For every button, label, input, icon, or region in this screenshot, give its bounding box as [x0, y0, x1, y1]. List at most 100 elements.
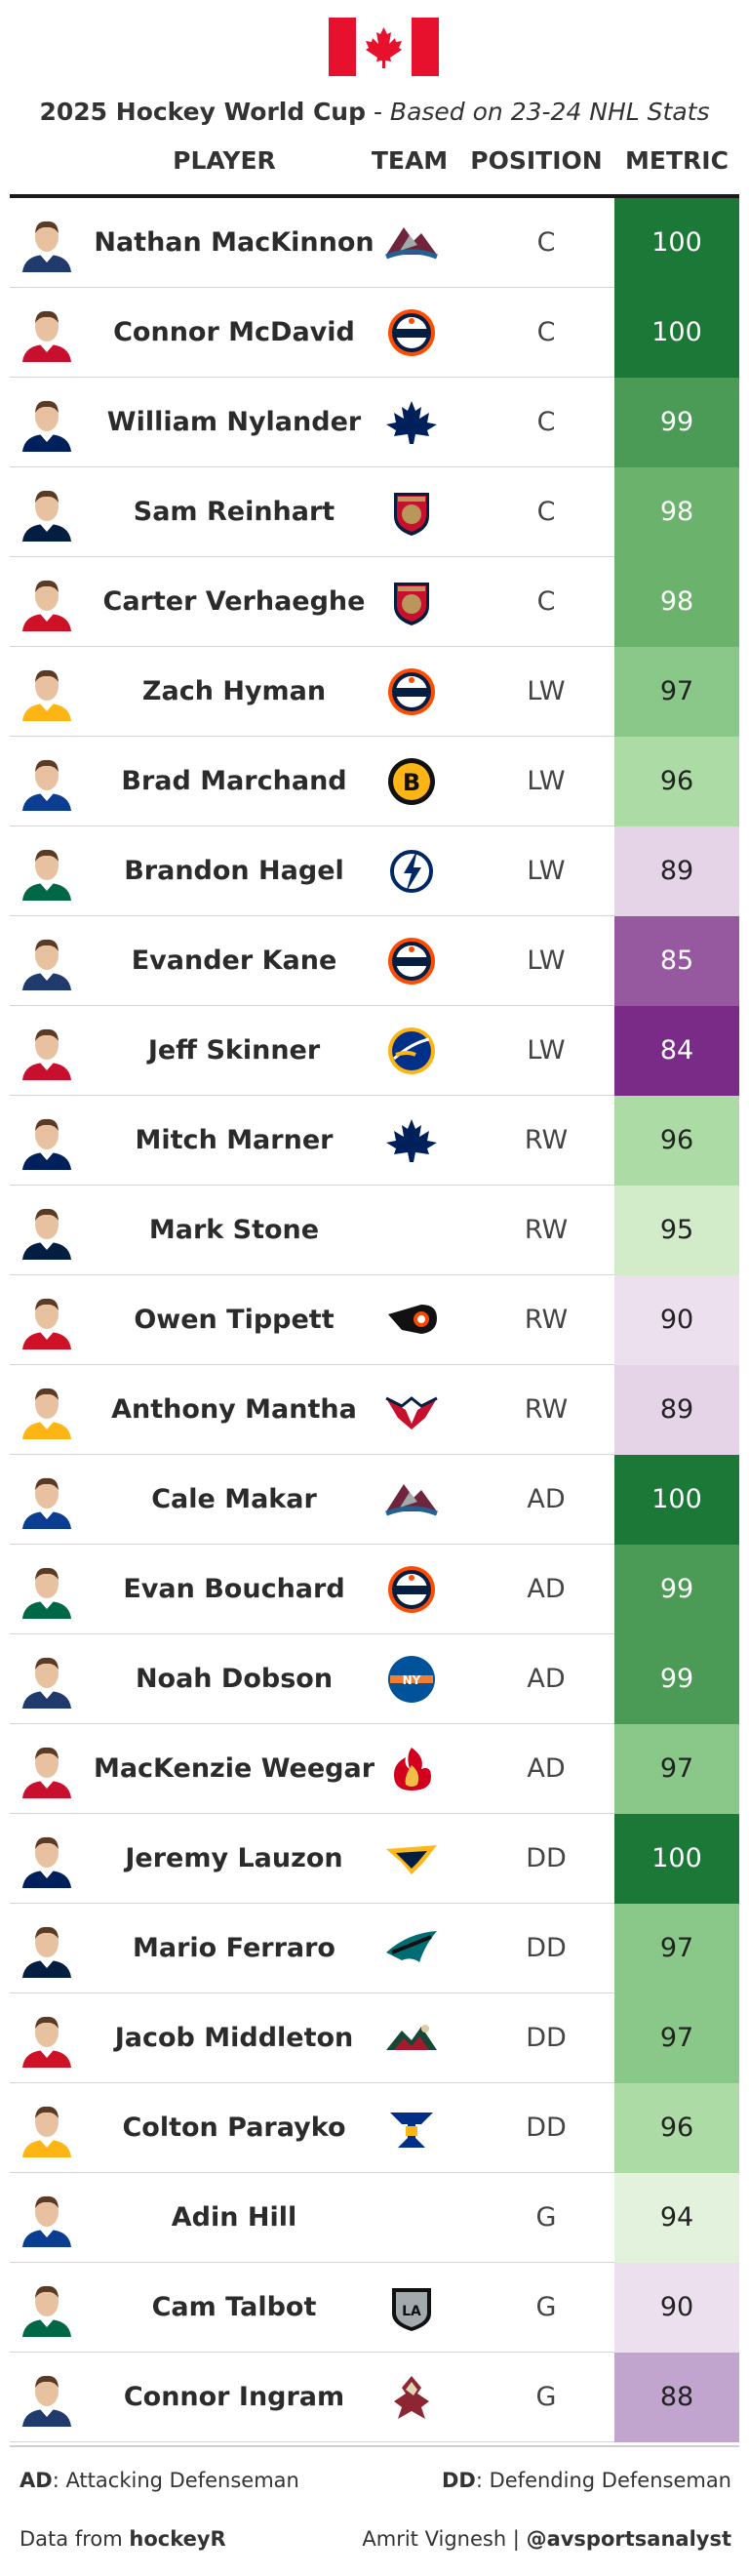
- team-logo-icon: [382, 218, 441, 268]
- player-name: Mario Ferraro: [133, 1933, 335, 1963]
- title-main: 2025 Hockey World Cup: [39, 98, 366, 126]
- source-name: hockeyR: [129, 2527, 226, 2551]
- legend-dd-abbr: DD: [441, 2469, 476, 2492]
- metric-cell: 98: [614, 557, 739, 647]
- team-logo-icon: NY: [382, 1654, 441, 1705]
- player-position: AD: [527, 1574, 566, 1604]
- team-logo-icon: [382, 1474, 441, 1525]
- player-name: Jacob Middleton: [114, 2023, 354, 2053]
- player-headshot-icon: [19, 305, 75, 362]
- player-row: Jacob Middleton DD 97: [10, 1993, 739, 2083]
- team-logo-icon: [382, 1115, 441, 1166]
- metric-cell: 97: [614, 1993, 739, 2083]
- player-row: Mitch Marner RW 96: [10, 1096, 739, 1186]
- metric-cell: 96: [614, 737, 739, 826]
- player-name: Jeremy Lauzon: [125, 1843, 343, 1873]
- metric-cell: 100: [614, 288, 739, 378]
- player-headshot-icon: [19, 1742, 75, 1798]
- canada-flag-icon: [329, 18, 439, 76]
- chart-title: 2025 Hockey World Cup - Based on 23-24 N…: [0, 98, 749, 126]
- player-position: G: [535, 2292, 557, 2322]
- svg-text:LA: LA: [402, 2304, 421, 2319]
- team-logo-icon: [382, 307, 441, 358]
- metric-cell: 99: [614, 1545, 739, 1634]
- player-headshot-icon: [19, 1921, 75, 1978]
- player-row: Connor Ingram G 88: [10, 2353, 739, 2442]
- player-position: RW: [524, 1125, 569, 1155]
- player-headshot-icon: [19, 1113, 75, 1170]
- player-position: G: [535, 2202, 557, 2233]
- player-name: Nathan MacKinnon: [94, 227, 374, 258]
- header-position: POSITION: [470, 146, 603, 175]
- player-name: Evander Kane: [131, 946, 337, 976]
- player-position: RW: [524, 1394, 569, 1425]
- player-headshot-icon: [19, 575, 75, 631]
- player-position: C: [536, 497, 556, 527]
- player-headshot-icon: [19, 2191, 75, 2247]
- player-headshot-icon: [19, 2011, 75, 2068]
- player-position: AD: [527, 1753, 566, 1784]
- player-name: Brandon Hagel: [124, 856, 344, 886]
- player-position: DD: [526, 1843, 567, 1873]
- team-logo-icon: B: [382, 756, 441, 807]
- player-row: William Nylander C 99: [10, 378, 739, 467]
- player-name: Anthony Mantha: [111, 1394, 357, 1425]
- player-headshot-icon: [19, 395, 75, 452]
- legend-dd-text: : Defending Defenseman: [475, 2469, 731, 2492]
- player-headshot-icon: [19, 1562, 75, 1619]
- player-headshot-icon: [19, 216, 75, 272]
- player-row: Owen Tippett RW 90: [10, 1275, 739, 1365]
- svg-text:NY: NY: [403, 1673, 421, 1687]
- player-headshot-icon: [19, 664, 75, 721]
- team-logo-icon: [382, 1385, 441, 1435]
- player-headshot-icon: [19, 1472, 75, 1529]
- player-position: RW: [524, 1305, 569, 1335]
- table-header: PLAYER TEAM POSITION METRIC: [0, 146, 749, 185]
- player-name: Adin Hill: [171, 2202, 297, 2233]
- metric-cell: 90: [614, 1275, 739, 1365]
- player-position: C: [536, 317, 556, 347]
- team-logo-icon: [382, 1295, 441, 1346]
- player-headshot-icon: [19, 1203, 75, 1260]
- team-logo-icon: LA: [382, 2282, 441, 2333]
- player-headshot-icon: [19, 2280, 75, 2337]
- player-row: Connor McDavid C 100: [10, 288, 739, 378]
- team-logo-icon: [382, 487, 441, 538]
- metric-cell: 97: [614, 647, 739, 737]
- team-logo-icon: [382, 1833, 441, 1884]
- header-metric: METRIC: [625, 146, 729, 175]
- player-headshot-icon: [19, 934, 75, 990]
- player-position: G: [535, 2382, 557, 2412]
- team-logo-icon: [382, 1564, 441, 1615]
- metric-cell: 98: [614, 467, 739, 557]
- metric-cell: 100: [614, 198, 739, 288]
- player-name: Connor Ingram: [123, 2382, 345, 2412]
- metric-cell: 96: [614, 2083, 739, 2173]
- player-row: Zach Hyman LW 97: [10, 647, 739, 737]
- player-name: Brad Marchand: [121, 766, 347, 796]
- player-row: Jeremy Lauzon DD 100: [10, 1814, 739, 1904]
- footer-rule: [10, 2445, 739, 2447]
- metric-cell: 85: [614, 916, 739, 1006]
- player-headshot-icon: [19, 1383, 75, 1439]
- author-handle: @avsportsanalyst: [526, 2527, 731, 2551]
- header-team: TEAM: [371, 146, 449, 175]
- team-logo-icon: [382, 2013, 441, 2064]
- player-name: Colton Parayko: [122, 2113, 346, 2143]
- player-position: C: [536, 586, 556, 617]
- svg-text:B: B: [403, 769, 420, 796]
- player-headshot-icon: [19, 2101, 75, 2157]
- player-name: Evan Bouchard: [123, 1574, 345, 1604]
- metric-cell: 97: [614, 1724, 739, 1814]
- metric-cell: 89: [614, 1365, 739, 1455]
- team-logo-icon: [382, 666, 441, 717]
- player-position: C: [536, 227, 556, 258]
- player-name: Noah Dobson: [135, 1664, 334, 1694]
- title-separator: -: [366, 98, 390, 126]
- player-row: Adin Hill G 94: [10, 2173, 739, 2263]
- team-logo-icon: [382, 936, 441, 986]
- metric-cell: 89: [614, 826, 739, 916]
- player-headshot-icon: [19, 1652, 75, 1709]
- metric-cell: 99: [614, 378, 739, 467]
- player-headshot-icon: [19, 1293, 75, 1349]
